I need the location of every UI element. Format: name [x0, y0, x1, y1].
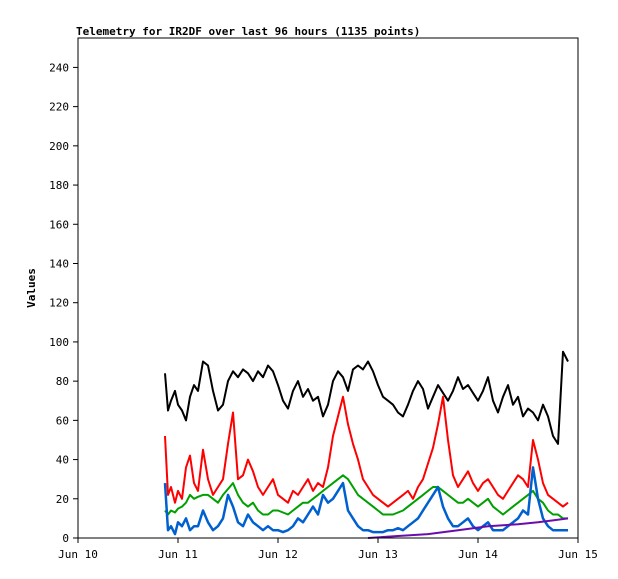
x-tick-label: Jun 11	[158, 548, 198, 561]
y-axis-label: Values	[25, 268, 38, 308]
series-layer	[163, 350, 569, 539]
y-tick-label: 140	[49, 257, 69, 270]
x-axis: Jun 10 Jun 11 Jun 12 Jun 13 Jun 14 Jun 15	[58, 538, 598, 561]
chart-title: Telemetry for IR2DF over last 96 hours (…	[76, 25, 420, 38]
series-line-2	[164, 395, 569, 508]
y-tick-label: 120	[49, 297, 69, 310]
y-tick-label: 80	[56, 375, 69, 388]
x-tick-label: Jun 12	[258, 548, 298, 561]
x-tick-label: Jun 10	[58, 548, 98, 561]
series-line-5	[367, 517, 569, 539]
y-tick-label: 40	[56, 454, 69, 467]
y-tick-label: 200	[49, 140, 69, 153]
y-tick-label: 60	[56, 414, 69, 427]
y-tick-label: 220	[49, 101, 69, 114]
y-tick-label: 20	[56, 493, 69, 506]
y-axis: 0 20 40 60 80 100 120 140 160 180 200 220 240	[49, 61, 78, 545]
x-tick-label: Jun 14	[458, 548, 498, 561]
y-tick-label: 240	[49, 61, 69, 74]
series-line-4	[163, 466, 568, 536]
plot-frame	[77, 37, 579, 539]
series-line-1	[164, 350, 569, 445]
y-tick-label: 0	[62, 532, 69, 545]
y-tick-label: 100	[49, 336, 69, 349]
series-line-3	[164, 474, 568, 520]
y-tick-label: 160	[49, 218, 69, 231]
x-tick-label: Jun 15	[558, 548, 598, 561]
x-tick-label: Jun 13	[358, 548, 398, 561]
y-tick-label: 180	[49, 179, 69, 192]
